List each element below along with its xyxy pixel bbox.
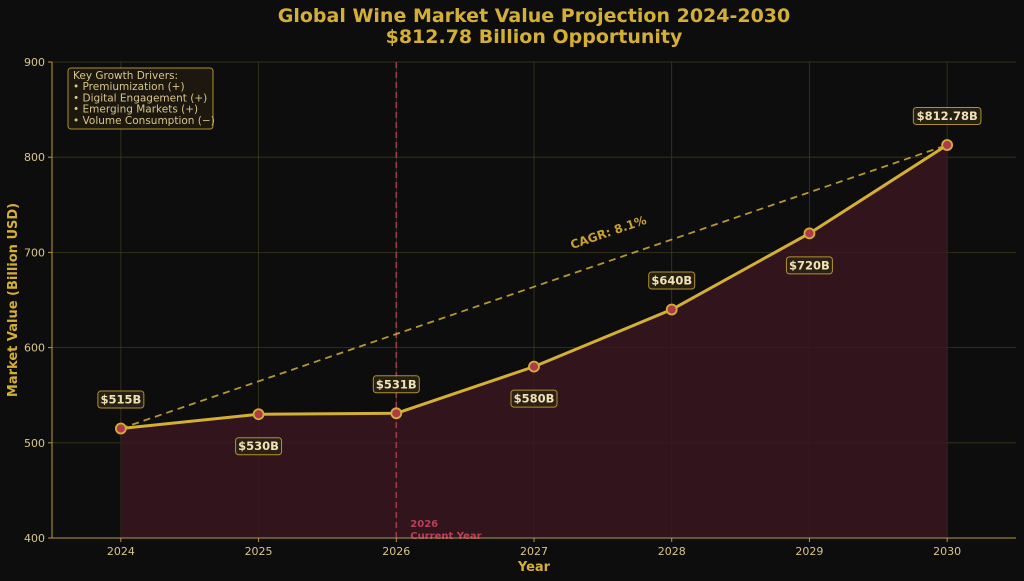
- y-tick-label: 400: [24, 532, 45, 545]
- growth-driver-line: • Emerging Markets (+): [73, 104, 198, 116]
- data-label-text: $531B: [376, 377, 417, 391]
- growth-driver-line: • Digital Engagement (+): [73, 92, 207, 104]
- data-point: [114, 422, 127, 435]
- cagr-trend-line: [120, 144, 948, 430]
- growth-drivers-frame: [67, 67, 214, 130]
- data-label-text: $812.78B: [917, 109, 978, 123]
- data-label-box: [912, 107, 982, 126]
- data-points: [114, 139, 954, 435]
- data-label: $580B: [510, 389, 558, 408]
- data-point: [941, 139, 954, 151]
- chart-title: Global Wine Market Value Projection 2024…: [278, 5, 791, 27]
- data-label: $640B: [648, 271, 696, 290]
- data-label: $812.78B: [912, 107, 982, 126]
- data-point: [803, 227, 816, 240]
- data-label: $531B: [372, 375, 420, 394]
- axes: 400 500 600 700 800 900 2024 2025 2026 2027 2028 20…: [24, 56, 1016, 558]
- growth-drivers-box: Key Growth Drivers:• Premiumization (+)•…: [67, 67, 215, 130]
- data-point: [665, 303, 678, 316]
- data-label: $515B: [97, 390, 145, 409]
- data-label-text: $530B: [238, 439, 279, 453]
- y-tick-label: 700: [24, 246, 45, 259]
- data-label: $720B: [785, 256, 833, 275]
- growth-driver-line: • Premiumization (+): [73, 81, 185, 93]
- data-point: [390, 407, 403, 420]
- x-axis-label: Year: [517, 560, 551, 575]
- x-tick-label: 2029: [795, 545, 823, 558]
- growth-driver-line: Key Growth Drivers:: [73, 70, 178, 82]
- data-label-box: [510, 389, 558, 408]
- data-point: [252, 408, 265, 421]
- x-tick-label: 2025: [245, 545, 273, 558]
- data-label: $530B: [235, 437, 283, 456]
- y-tick-label: 600: [24, 342, 45, 355]
- x-tick-label: 2026: [382, 545, 410, 558]
- data-label-text: $720B: [789, 258, 830, 272]
- data-label-box: [785, 256, 833, 275]
- y-tick-label: 800: [24, 151, 45, 164]
- chart-subtitle: $812.78 Billion Opportunity: [386, 26, 683, 48]
- data-label-text: $640B: [651, 274, 692, 288]
- data-label-box: [97, 390, 145, 409]
- data-label-box: [372, 375, 420, 394]
- x-tick-label: 2024: [107, 545, 135, 558]
- data-label-text: $580B: [514, 392, 555, 406]
- current-year-sublabel: Current Year: [410, 531, 481, 542]
- data-labels: $515B $530B $531B $580B $640B $720B $812.78B: [97, 107, 982, 456]
- area-fill: [120, 145, 948, 538]
- data-label-box: [235, 437, 283, 456]
- data-label-text: $515B: [100, 393, 141, 407]
- current-year-label: 2026: [410, 519, 438, 530]
- y-tick-label: 500: [24, 437, 45, 450]
- data-label-box: [648, 271, 696, 290]
- x-tick-label: 2030: [933, 545, 961, 558]
- y-tick-label: 900: [24, 56, 45, 69]
- y-axis-label: Market Value (Billion USD): [6, 203, 21, 397]
- x-tick-label: 2027: [520, 545, 548, 558]
- data-point: [528, 360, 540, 373]
- area-under-line: [120, 145, 948, 538]
- growth-driver-line: • Volume Consumption (−): [73, 115, 215, 127]
- x-tick-label: 2028: [658, 545, 686, 558]
